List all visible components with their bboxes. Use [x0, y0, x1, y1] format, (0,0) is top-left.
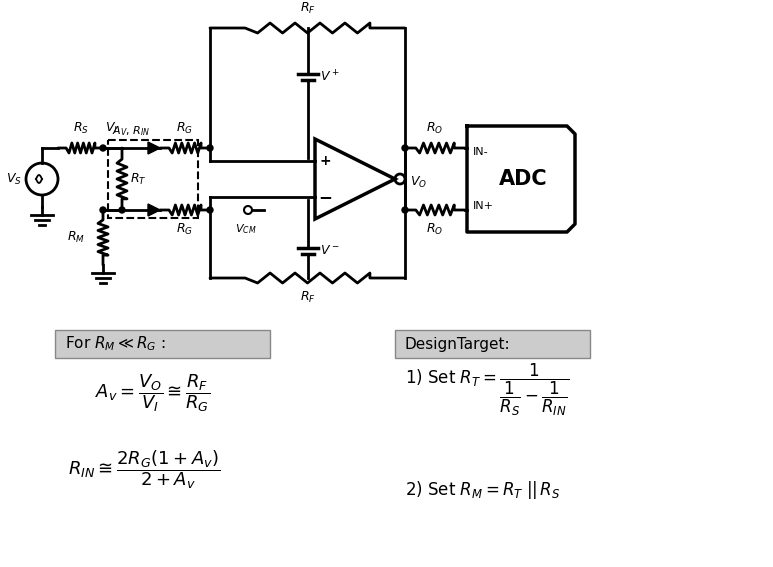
Text: $R_F$: $R_F$ — [300, 290, 315, 305]
Circle shape — [119, 207, 125, 213]
Text: DesignTarget:: DesignTarget: — [405, 336, 511, 352]
Text: $V_I$: $V_I$ — [105, 121, 118, 136]
Text: 2) Set $R_M = R_T \;||\,R_S$: 2) Set $R_M = R_T \;||\,R_S$ — [405, 479, 560, 501]
Text: For $R_M \ll R_G$ :: For $R_M \ll R_G$ : — [65, 335, 166, 353]
Circle shape — [207, 145, 213, 151]
Bar — [55, 330, 270, 358]
Text: +: + — [319, 154, 331, 168]
Text: $R_O$: $R_O$ — [427, 222, 444, 237]
Text: $V^+$: $V^+$ — [319, 69, 339, 84]
Text: $V_O$: $V_O$ — [410, 175, 427, 189]
Circle shape — [402, 145, 408, 151]
Text: $A_V$, $R_{IN}$: $A_V$, $R_{IN}$ — [112, 124, 151, 138]
Text: IN+: IN+ — [473, 201, 494, 211]
Text: $V^-$: $V^-$ — [319, 244, 339, 257]
Text: IN-: IN- — [473, 147, 489, 157]
Text: −: − — [318, 188, 332, 206]
Text: $V_{CM}$: $V_{CM}$ — [235, 222, 257, 236]
Text: 1) Set $R_T = \dfrac{1}{\dfrac{1}{R_S} - \dfrac{1}{R_{IN}}}$: 1) Set $R_T = \dfrac{1}{\dfrac{1}{R_S} -… — [405, 362, 570, 418]
Text: $R_O$: $R_O$ — [427, 121, 444, 136]
Text: $R_{IN} \cong \dfrac{2R_G(1+A_v)}{2+A_v}$: $R_{IN} \cong \dfrac{2R_G(1+A_v)}{2+A_v}… — [68, 448, 220, 492]
Bar — [395, 330, 590, 358]
Text: ADC: ADC — [499, 169, 547, 189]
Polygon shape — [148, 204, 160, 216]
Circle shape — [207, 207, 213, 213]
Circle shape — [100, 207, 106, 213]
Circle shape — [402, 207, 408, 213]
Circle shape — [100, 145, 106, 151]
Text: $R_T$: $R_T$ — [130, 171, 147, 187]
Text: $A_v = \dfrac{V_O}{V_I} \cong \dfrac{R_F}{R_G}$: $A_v = \dfrac{V_O}{V_I} \cong \dfrac{R_F… — [95, 372, 210, 414]
Text: $R_S$: $R_S$ — [73, 121, 88, 136]
Polygon shape — [148, 142, 160, 154]
Text: $R_G$: $R_G$ — [176, 222, 193, 237]
Text: $V_S$: $V_S$ — [6, 171, 22, 187]
Bar — [108, 140, 198, 218]
Text: $R_M$: $R_M$ — [67, 230, 85, 244]
Text: $R_F$: $R_F$ — [300, 1, 315, 16]
Text: $R_G$: $R_G$ — [176, 121, 193, 136]
